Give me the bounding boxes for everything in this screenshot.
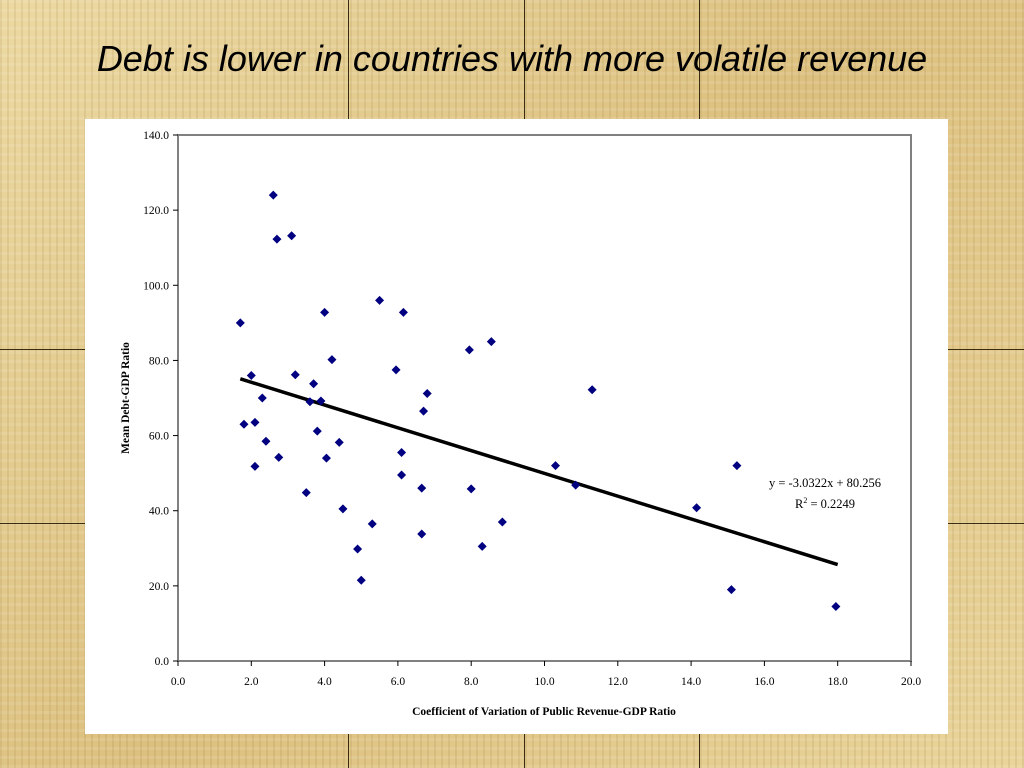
x-tick-label: 0.0	[171, 676, 186, 688]
data-point	[261, 436, 271, 446]
x-tick-label: 2.0	[244, 676, 259, 688]
x-tick-label: 16.0	[754, 676, 774, 688]
data-point	[338, 504, 348, 514]
data-point	[397, 447, 407, 457]
data-point	[367, 519, 377, 529]
data-point	[290, 370, 300, 380]
data-point	[250, 417, 260, 427]
data-point	[274, 452, 284, 462]
data-point	[250, 461, 260, 471]
r2-exponent: 2	[803, 496, 807, 505]
y-axis-label: Mean Debt-GDP Ratio	[120, 342, 132, 454]
data-point	[239, 419, 249, 429]
data-point	[309, 379, 319, 389]
data-point	[272, 234, 282, 244]
data-point	[466, 484, 476, 494]
data-point	[334, 437, 344, 447]
y-tick-label: 100.0	[143, 280, 169, 292]
data-point	[320, 307, 330, 317]
trendline	[239, 377, 839, 567]
y-tick-label: 0.0	[155, 656, 170, 668]
data-point	[464, 345, 474, 355]
x-tick-label: 8.0	[464, 676, 479, 688]
x-axis-label: Coefficient of Variation of Public Reven…	[412, 706, 676, 718]
data-point	[327, 355, 337, 365]
data-point	[477, 541, 487, 551]
data-point	[550, 461, 560, 471]
data-points	[235, 190, 841, 612]
data-point	[316, 396, 326, 406]
y-tick-label: 80.0	[149, 355, 169, 367]
y-tick-label: 40.0	[149, 506, 169, 518]
data-point	[257, 393, 267, 403]
data-point	[692, 503, 702, 513]
data-point	[305, 397, 315, 407]
data-point	[831, 602, 841, 612]
data-point	[375, 295, 385, 305]
r2-prefix: R	[795, 497, 804, 511]
scatter-chart: 0.0 2.0 4.0 6.0 8.0 10.0 12.0 14.0 16.0 18.0 2 0.0 …	[120, 130, 921, 718]
data-point	[246, 370, 256, 380]
data-point	[571, 480, 581, 490]
x-tick-label: 4.0	[317, 676, 332, 688]
y-tick-label: 120.0	[143, 205, 169, 217]
data-point	[398, 307, 408, 317]
data-point	[287, 231, 297, 241]
data-point	[353, 544, 363, 554]
y-tick-label: 20.0	[149, 581, 169, 593]
plot-area	[177, 134, 912, 662]
data-point	[321, 453, 331, 463]
data-point	[301, 488, 311, 498]
x-axis-ticks: 0.0 2.0 4.0 6.0 8.0 10.0 12.0 14.0 16.0 18.0 20.0	[171, 661, 921, 688]
data-point	[397, 470, 407, 480]
data-point	[422, 388, 432, 398]
y-axis-ticks: 0.0 20.0 40.0 60.0 80.0 100.0 120.0 140.0	[143, 130, 178, 668]
y-tick-label: 60.0	[149, 431, 169, 443]
data-point	[417, 529, 427, 539]
x-tick-label: 12.0	[608, 676, 628, 688]
slide-title: Debt is lower in countries with more vol…	[96, 38, 928, 79]
y-tick-label: 140.0	[143, 130, 169, 142]
data-point	[587, 385, 597, 395]
x-tick-label: 6.0	[391, 676, 406, 688]
data-point	[391, 365, 401, 375]
data-point	[497, 517, 507, 527]
chart-panel: 0.0 2.0 4.0 6.0 8.0 10.0 12.0 14.0 16.0 18.0 2 0.0 …	[85, 119, 948, 734]
x-tick-label: 20.0	[901, 676, 921, 688]
data-point	[312, 426, 322, 436]
data-point	[417, 483, 427, 493]
data-point	[235, 318, 245, 328]
trendline-equation: y = -3.0322x + 80.256	[769, 476, 881, 490]
data-point	[486, 337, 496, 347]
data-point	[268, 190, 278, 200]
trendline-r-squared: R2 = 0.2249	[795, 496, 855, 511]
data-point	[726, 585, 736, 595]
data-point	[732, 461, 742, 471]
x-tick-label: 14.0	[681, 676, 701, 688]
r2-value: = 0.2249	[807, 497, 855, 511]
x-tick-label: 18.0	[828, 676, 848, 688]
data-point	[356, 575, 366, 585]
data-point	[419, 406, 429, 416]
x-tick-label: 10.0	[534, 676, 554, 688]
